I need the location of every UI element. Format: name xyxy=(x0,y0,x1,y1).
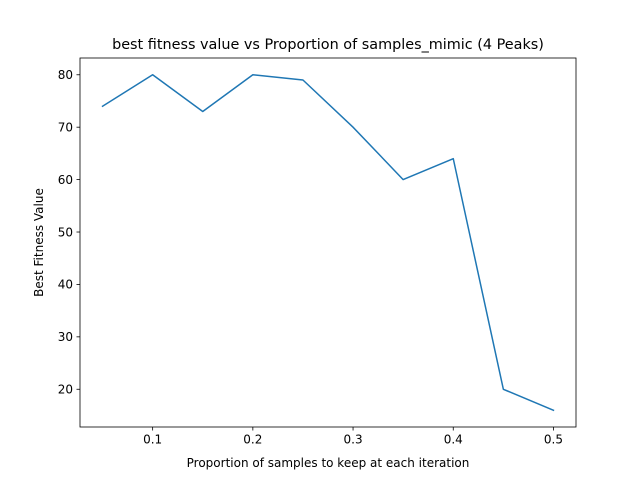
x-tick-label: 0.1 xyxy=(143,433,162,447)
y-axis-label: Best Fitness Value xyxy=(32,188,46,297)
x-tick-label: 0.5 xyxy=(544,433,563,447)
y-tick-label: 60 xyxy=(58,173,73,187)
chart-title: best fitness value vs Proportion of samp… xyxy=(112,37,544,53)
y-tick-label: 20 xyxy=(58,383,73,397)
series-layer xyxy=(101,74,555,412)
x-tick-label: 0.2 xyxy=(243,433,262,447)
y-tick-label: 80 xyxy=(58,68,73,82)
x-tick-label: 0.4 xyxy=(444,433,463,447)
y-axis-ticks: 20 30 40 50 60 70 80 xyxy=(58,68,80,397)
y-tick-label: 50 xyxy=(58,225,73,239)
plot-area-frame xyxy=(79,57,577,428)
x-tick-label: 0.3 xyxy=(344,433,363,447)
series-line xyxy=(101,74,555,412)
x-axis-label: Proportion of samples to keep at each it… xyxy=(187,456,470,470)
y-tick-label: 30 xyxy=(58,330,73,344)
x-axis-ticks: 0.1 0.2 0.3 0.4 0.5 xyxy=(143,427,563,447)
y-tick-label: 40 xyxy=(58,278,73,292)
y-tick-label: 70 xyxy=(58,120,73,134)
